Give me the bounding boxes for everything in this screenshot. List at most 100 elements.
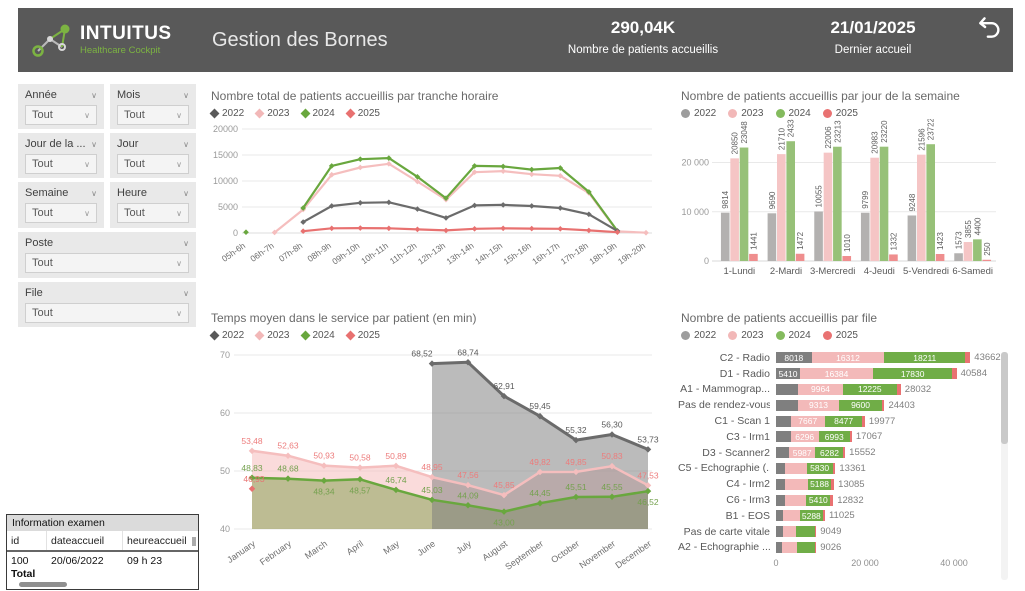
- series-line-2022[interactable]: [302, 201, 618, 232]
- data-point[interactable]: [392, 486, 400, 494]
- data-point[interactable]: [536, 499, 544, 507]
- data-point[interactable]: [572, 493, 580, 501]
- data-point[interactable]: [428, 473, 436, 481]
- data-point[interactable]: [608, 462, 616, 470]
- bar-segment-2023[interactable]: 9964: [798, 383, 843, 395]
- legend-item-2024[interactable]: 2024: [300, 330, 335, 341]
- bar-2024[interactable]: [926, 144, 935, 261]
- chevron-down-icon[interactable]: ∨: [183, 238, 189, 248]
- bar-2024[interactable]: [833, 146, 842, 261]
- bar-segment-2022[interactable]: [776, 478, 786, 490]
- chevron-down-icon[interactable]: ∨: [183, 139, 189, 149]
- legend-item-2024[interactable]: 2024: [300, 108, 335, 119]
- bar-segment-2023[interactable]: 16384: [800, 368, 873, 380]
- bar-segment-2023[interactable]: [784, 462, 807, 474]
- data-point[interactable]: [557, 205, 564, 211]
- bar-2023[interactable]: [963, 242, 973, 261]
- data-point[interactable]: [443, 195, 449, 201]
- data-point[interactable]: [357, 225, 364, 231]
- data-point[interactable]: [386, 199, 392, 206]
- legend-item-2024[interactable]: 2024: [775, 330, 811, 341]
- bar-2022[interactable]: [954, 253, 963, 261]
- data-point[interactable]: [644, 487, 652, 495]
- bar-2024[interactable]: [739, 147, 749, 261]
- legend-item-2025[interactable]: 2025: [822, 330, 858, 341]
- data-point[interactable]: [528, 225, 535, 232]
- data-point[interactable]: [528, 166, 535, 173]
- data-point[interactable]: [356, 464, 364, 471]
- legend-item-2022[interactable]: 2022: [681, 330, 716, 341]
- legend-item-2023[interactable]: 2023: [728, 108, 764, 119]
- bar-2025[interactable]: [749, 253, 758, 261]
- data-point[interactable]: [500, 225, 506, 232]
- bar-segment-2024[interactable]: 5830: [806, 462, 833, 474]
- chart-scrollbar[interactable]: [1001, 352, 1008, 580]
- bar-segment-2024[interactable]: 17830: [872, 368, 953, 380]
- bar-segment-2025[interactable]: [952, 368, 957, 380]
- bar-segment-2022[interactable]: 5410: [776, 368, 801, 380]
- bar-segment-2022[interactable]: [776, 462, 785, 474]
- data-point[interactable]: [586, 227, 592, 234]
- bar-2022[interactable]: [860, 212, 870, 261]
- data-point[interactable]: [464, 502, 472, 509]
- data-point[interactable]: [557, 165, 564, 171]
- bar-segment-2023[interactable]: [781, 541, 797, 553]
- bar-segment-2023[interactable]: [782, 510, 800, 522]
- data-point[interactable]: [614, 229, 621, 236]
- bar-segment-2025[interactable]: [830, 494, 834, 506]
- data-point[interactable]: [284, 452, 292, 459]
- bar-segment-2024[interactable]: 5288: [799, 510, 824, 522]
- data-point[interactable]: [414, 206, 421, 212]
- data-point[interactable]: [271, 229, 278, 236]
- filter-jour-semaine-select[interactable]: Tout ∨: [25, 154, 97, 174]
- series-line-2024[interactable]: [302, 157, 619, 232]
- data-point[interactable]: [357, 156, 364, 162]
- bar-segment-2022[interactable]: [776, 383, 799, 395]
- area-chart[interactable]: 40 50 60 70 January February March April May June…: [206, 341, 660, 583]
- bar-chart[interactable]: 0 10 000 20 000 1-Lundi 9814 20850 23048 1441 2-…: [674, 119, 1004, 297]
- data-point[interactable]: [557, 172, 564, 179]
- data-point[interactable]: [586, 211, 592, 218]
- bar-segment-2022[interactable]: [776, 494, 785, 506]
- series-line-2025[interactable]: [302, 227, 618, 234]
- bar-segment-2025[interactable]: [849, 431, 852, 443]
- bar-segment-2024[interactable]: 6993: [818, 431, 850, 443]
- data-point[interactable]: [356, 476, 364, 483]
- series-line-2024[interactable]: [251, 476, 649, 513]
- legend-item-2025[interactable]: 2025: [345, 108, 380, 119]
- table-h-scrollbar[interactable]: [19, 582, 67, 587]
- chevron-down-icon[interactable]: ∨: [183, 90, 189, 100]
- bar-2023[interactable]: [917, 154, 926, 261]
- bar-2023[interactable]: [777, 154, 786, 261]
- data-point[interactable]: [300, 205, 306, 211]
- chevron-down-icon[interactable]: ∨: [91, 139, 97, 149]
- data-point[interactable]: [471, 202, 478, 209]
- data-point[interactable]: [300, 228, 306, 235]
- data-point[interactable]: [414, 178, 421, 185]
- legend-item-2022[interactable]: 2022: [681, 108, 716, 119]
- bar-segment-2025[interactable]: [896, 383, 901, 395]
- data-point[interactable]: [428, 496, 436, 504]
- data-point[interactable]: [320, 462, 328, 469]
- bar-segment-2025[interactable]: [831, 478, 835, 490]
- data-point[interactable]: [528, 171, 535, 178]
- legend-item-2023[interactable]: 2023: [254, 108, 290, 119]
- filter-heure-select[interactable]: Tout ∨: [117, 203, 189, 223]
- bar-segment-2022[interactable]: [776, 415, 791, 427]
- table-v-scrollbar[interactable]: [192, 537, 196, 546]
- data-point[interactable]: [643, 229, 649, 236]
- data-point[interactable]: [443, 227, 449, 234]
- data-point[interactable]: [464, 481, 472, 489]
- chevron-down-icon[interactable]: ∨: [183, 288, 189, 298]
- bar-segment-2024[interactable]: 8477: [824, 415, 863, 427]
- data-point[interactable]: [320, 477, 328, 484]
- data-point[interactable]: [443, 215, 449, 221]
- legend-item-2023[interactable]: 2023: [254, 330, 290, 341]
- filter-file-select[interactable]: Tout ∨: [25, 303, 189, 323]
- bar-2025[interactable]: [842, 256, 852, 261]
- series-line-2023[interactable]: [251, 449, 649, 497]
- data-point[interactable]: [644, 446, 652, 453]
- bar-segment-2023[interactable]: 5987: [788, 447, 816, 459]
- data-point[interactable]: [500, 202, 506, 208]
- bar-segment-2025[interactable]: [965, 352, 971, 364]
